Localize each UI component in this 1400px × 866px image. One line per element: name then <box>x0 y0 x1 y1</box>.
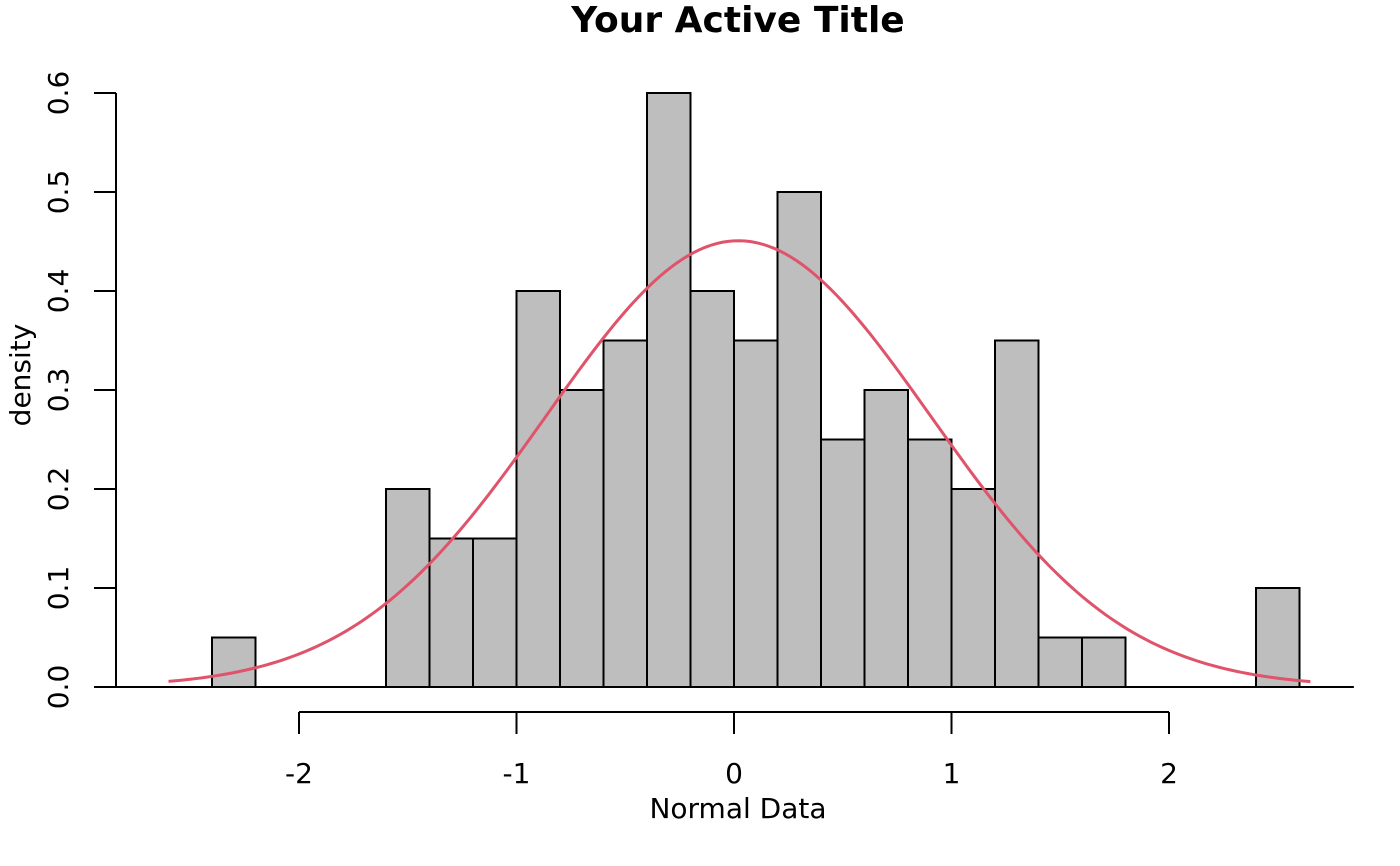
histogram-bar <box>820 438 866 688</box>
x-axis-label: Normal Data <box>649 792 826 825</box>
density-curve <box>168 239 1311 684</box>
histogram-bar <box>646 92 692 688</box>
histogram-bar <box>1037 636 1083 688</box>
y-tick-label: 0.0 <box>42 665 75 710</box>
histogram-bar <box>1255 587 1301 688</box>
y-tick-label: 0.4 <box>42 269 75 314</box>
histogram-bar <box>776 191 822 688</box>
histogram-bar <box>733 339 779 688</box>
histogram-bar <box>1081 636 1127 688</box>
histogram-bar <box>515 290 561 688</box>
y-tick-label: 0.3 <box>42 368 75 413</box>
histogram-bar <box>907 438 953 688</box>
chart-title: Your Active Title <box>570 0 904 41</box>
y-tick-label: 0.1 <box>42 566 75 611</box>
density-curve-layer <box>168 239 1311 684</box>
x-tick-label: 0 <box>725 757 743 790</box>
histogram-bar <box>559 389 605 688</box>
axes-layer: -2 -1 0 1 2 0.0 0.1 0.2 0.3 0.4 0.5 0.6 <box>42 71 1354 790</box>
histogram-bar <box>950 488 996 688</box>
x-tick-label: -2 <box>285 757 313 790</box>
histogram-bar <box>385 488 431 688</box>
x-tick-label: 1 <box>943 757 961 790</box>
x-tick-label: -1 <box>503 757 531 790</box>
y-tick-label: 0.5 <box>42 170 75 215</box>
histogram-bar <box>863 389 909 688</box>
histogram-bar <box>472 537 518 688</box>
x-tick-label: 2 <box>1160 757 1178 790</box>
bars-layer <box>211 92 1301 688</box>
y-tick-label: 0.2 <box>42 467 75 512</box>
histogram-bar <box>602 339 648 688</box>
y-tick-label: 0.6 <box>42 71 75 116</box>
histogram-bar <box>428 537 474 688</box>
histogram-bar <box>689 290 735 688</box>
y-axis-label: density <box>4 324 37 427</box>
histogram-bar <box>211 636 257 688</box>
